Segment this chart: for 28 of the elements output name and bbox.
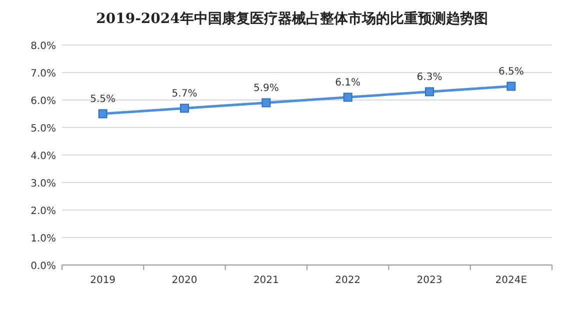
y-tick-label: 6.0% [30,96,56,107]
point [262,98,271,108]
y-tick-label: 2.0% [30,206,56,217]
x-tick-label: 2022 [335,275,361,286]
x-tick-label: 2019 [90,275,116,286]
data-label: 6.3% [416,72,442,83]
y-tick-label: 3.0% [30,178,56,190]
data-label: 5.7% [172,88,198,100]
x-tick-label: 2020 [172,275,198,286]
point [98,109,108,118]
y-tick-label: 4.0% [30,151,56,162]
y-tick-label: 5.0% [30,124,56,134]
data-label: 5.5% [90,94,116,105]
point [425,87,434,96]
data-label: 5.9% [253,82,279,94]
point [343,92,352,102]
chart-title: 2019-2024年中国康复医疗器械占整体市场的比重预测趋势图 [96,10,488,27]
y-tick-label: 8.0% [30,41,56,52]
x-tick-label: 2023 [416,275,442,286]
y-tick-label: 7.0% [30,68,56,80]
data-label: 6.5% [498,66,524,78]
y-tick-label: 1.0% [30,234,56,244]
x-tick-label: 2024E [495,275,528,286]
x-tick-label: 2021 [253,275,279,286]
data-label: 6.1% [335,77,361,88]
point [506,82,516,91]
point [180,104,189,113]
y-tick-label: 0.0% [30,261,56,272]
